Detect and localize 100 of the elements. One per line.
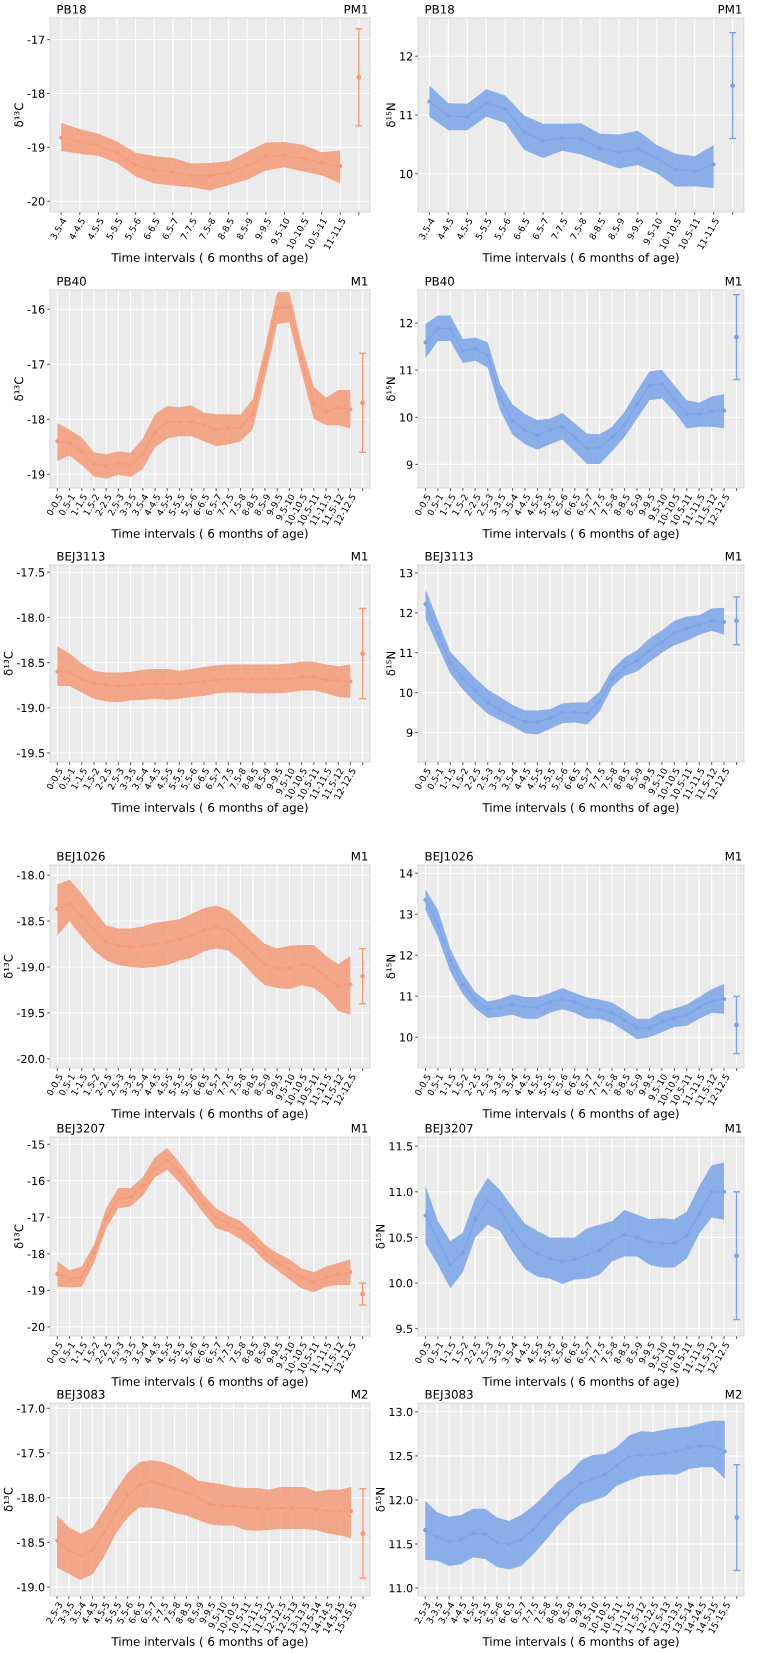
y-tick-label: 12.0 xyxy=(389,1495,413,1505)
point xyxy=(287,304,292,310)
x-axis-title: Time intervals ( 6 months of age) xyxy=(111,802,308,815)
y-axis-title: δ¹⁵N xyxy=(375,1224,385,1249)
chart-title: BEJ3113 xyxy=(57,551,105,563)
point xyxy=(104,1217,109,1222)
point xyxy=(348,1270,353,1275)
point xyxy=(348,407,353,412)
point xyxy=(423,897,428,902)
x-axis-title: Time intervals ( 6 months of age) xyxy=(482,1376,679,1389)
x-axis-title: Time intervals ( 6 months of age) xyxy=(111,252,308,265)
y-axis-title: δ¹⁵N xyxy=(386,954,396,979)
point xyxy=(485,353,490,358)
y-axis-title: δ¹⁵N xyxy=(386,377,396,402)
point xyxy=(423,340,428,345)
y-tick-label: -18.5 xyxy=(16,658,45,667)
point xyxy=(116,1195,121,1201)
point xyxy=(711,162,716,167)
point xyxy=(360,973,366,979)
y-axis-title: δ¹⁵N xyxy=(375,1487,385,1512)
point xyxy=(448,660,453,665)
y-tick-label: 10 xyxy=(400,413,413,422)
point xyxy=(348,982,353,987)
chart-title: BEJ3113 xyxy=(425,551,473,563)
y-tick-label: -18.5 xyxy=(16,1538,45,1547)
text: M1 xyxy=(351,1123,368,1133)
y-tick-label: -19 xyxy=(27,143,45,152)
y-tick-label: -18 xyxy=(27,89,45,98)
point xyxy=(201,1202,206,1207)
point xyxy=(360,400,366,406)
y-tick-label: 11.5 xyxy=(389,1142,413,1151)
y-tick-label: -18.5 xyxy=(16,917,45,926)
y-tick-label: 14 xyxy=(400,869,413,878)
point xyxy=(498,395,503,400)
point xyxy=(349,1509,354,1514)
y-tick-label: 12 xyxy=(400,318,413,328)
point xyxy=(262,360,268,365)
y-tick-label: 13.0 xyxy=(389,1407,413,1417)
y-tick-label: 10.0 xyxy=(389,1279,413,1288)
chart-title: BEJ1026 xyxy=(425,851,473,863)
y-axis-title: δ¹⁵N xyxy=(386,651,396,676)
y-tick-label: 12 xyxy=(400,608,413,618)
point xyxy=(275,306,280,311)
y-axis-title: δ¹³C xyxy=(3,954,13,979)
y-tick-label: 11.0 xyxy=(389,1584,413,1593)
y-axis-title: δ¹³C xyxy=(3,651,13,676)
point xyxy=(55,669,60,674)
point xyxy=(250,1238,255,1243)
x-axis-title: Time intervals ( 6 months of age) xyxy=(482,528,679,541)
point xyxy=(348,679,353,684)
chart-title: PB18 xyxy=(57,4,86,14)
y-tick-label: -17 xyxy=(27,1213,45,1222)
point xyxy=(473,998,478,1003)
chart-title: PB18 xyxy=(425,4,454,14)
y-tick-label: 12.5 xyxy=(389,1451,413,1461)
point xyxy=(722,408,727,413)
text: M1 xyxy=(725,851,742,861)
y-axis-title: δ¹³C xyxy=(14,103,24,127)
point xyxy=(734,618,739,624)
y-tick-label: 12 xyxy=(400,52,413,61)
point xyxy=(734,334,739,340)
point xyxy=(177,1169,182,1175)
point xyxy=(423,1527,428,1532)
y-tick-label: -19.5 xyxy=(16,748,45,758)
point xyxy=(448,958,453,963)
point xyxy=(423,601,428,607)
y-axis-title: δ¹⁵N xyxy=(386,103,396,128)
point xyxy=(91,1251,97,1256)
point xyxy=(55,1271,60,1277)
text: M1 xyxy=(725,276,742,286)
point xyxy=(299,356,304,361)
y-tick-label: 10 xyxy=(400,1033,413,1042)
x-axis-title: Time intervals ( 6 months of age) xyxy=(482,1636,679,1649)
y-tick-label: 11.5 xyxy=(389,1540,413,1549)
point xyxy=(152,1166,158,1171)
y-tick-label: -19.0 xyxy=(16,1583,45,1592)
y-axis-title: δ¹³C xyxy=(14,377,24,401)
point xyxy=(360,1531,366,1536)
text: M1 xyxy=(351,851,368,861)
y-tick-label: 9.5 xyxy=(396,1324,413,1334)
point xyxy=(427,99,432,104)
y-tick-label: -16 xyxy=(27,1176,45,1186)
y-tick-label: 11.0 xyxy=(389,1187,413,1197)
chart-title: BEJ3207 xyxy=(57,1123,105,1135)
y-tick-label: -17 xyxy=(27,35,45,44)
y-tick-label: -18.0 xyxy=(16,613,45,622)
point xyxy=(730,83,736,89)
point xyxy=(460,982,465,987)
y-tick-label: 11 xyxy=(400,366,413,375)
text: PM1 xyxy=(344,5,368,14)
x-axis-title: Time intervals ( 6 months of age) xyxy=(111,1376,308,1389)
point xyxy=(423,1213,428,1218)
y-axis-title: δ¹³C xyxy=(14,1224,24,1249)
point xyxy=(722,997,727,1002)
point xyxy=(360,651,366,656)
y-tick-label: -19 xyxy=(27,1286,45,1295)
x-axis-title: Time intervals ( 6 months of age) xyxy=(111,1108,308,1121)
y-tick-label: 11 xyxy=(400,111,413,120)
text: M2 xyxy=(725,1389,742,1399)
y-tick-label: 9 xyxy=(406,728,413,737)
